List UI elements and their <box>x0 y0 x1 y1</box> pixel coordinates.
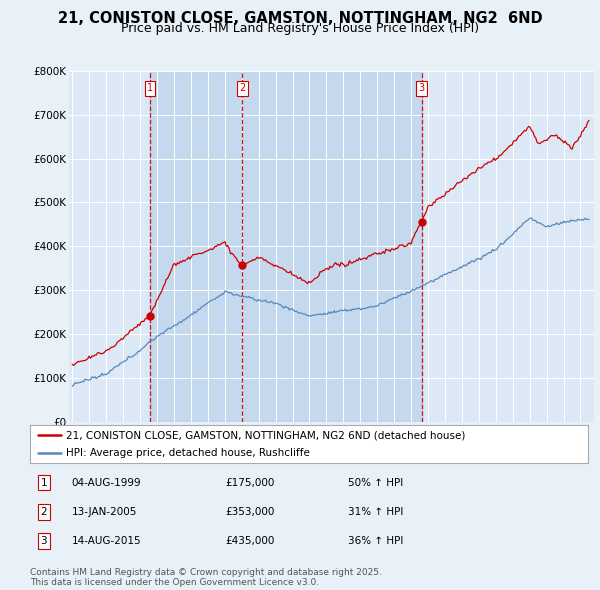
Text: 21, CONISTON CLOSE, GAMSTON, NOTTINGHAM, NG2  6ND: 21, CONISTON CLOSE, GAMSTON, NOTTINGHAM,… <box>58 11 542 25</box>
Text: 3: 3 <box>418 83 425 93</box>
Text: £353,000: £353,000 <box>226 507 275 517</box>
Text: HPI: Average price, detached house, Rushcliffe: HPI: Average price, detached house, Rush… <box>66 448 310 458</box>
Text: 21, CONISTON CLOSE, GAMSTON, NOTTINGHAM, NG2 6ND (detached house): 21, CONISTON CLOSE, GAMSTON, NOTTINGHAM,… <box>66 430 466 440</box>
Text: 1: 1 <box>147 83 153 93</box>
Text: 31% ↑ HPI: 31% ↑ HPI <box>348 507 403 517</box>
Bar <box>150 71 422 422</box>
Text: Contains HM Land Registry data © Crown copyright and database right 2025.
This d: Contains HM Land Registry data © Crown c… <box>30 568 382 587</box>
Text: 14-AUG-2015: 14-AUG-2015 <box>72 536 142 546</box>
Text: 3: 3 <box>41 536 47 546</box>
Text: 36% ↑ HPI: 36% ↑ HPI <box>348 536 403 546</box>
Text: 13-JAN-2005: 13-JAN-2005 <box>72 507 137 517</box>
Text: 50% ↑ HPI: 50% ↑ HPI <box>348 477 403 487</box>
Text: 04-AUG-1999: 04-AUG-1999 <box>72 477 142 487</box>
Text: £435,000: £435,000 <box>226 536 275 546</box>
Text: 2: 2 <box>239 83 245 93</box>
Text: 2: 2 <box>41 507 47 517</box>
Text: Price paid vs. HM Land Registry's House Price Index (HPI): Price paid vs. HM Land Registry's House … <box>121 22 479 35</box>
Text: 1: 1 <box>41 477 47 487</box>
Text: £175,000: £175,000 <box>226 477 275 487</box>
